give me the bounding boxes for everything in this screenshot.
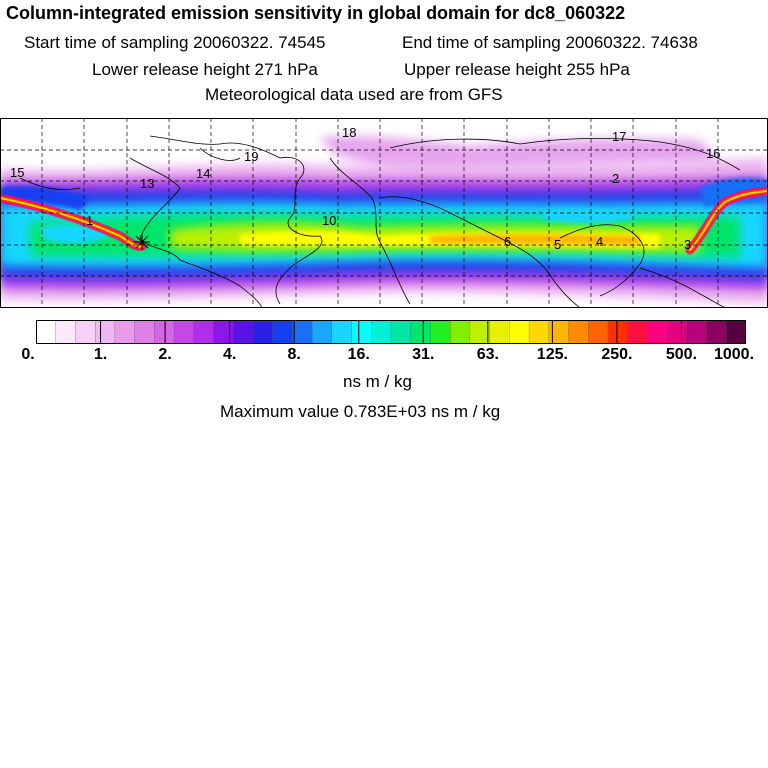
colorbar-cell [95, 320, 116, 344]
traj-label: 14 [196, 166, 210, 181]
colorbar-frame [36, 320, 746, 344]
colorbar-cell [233, 320, 254, 344]
colorbar-cell [528, 320, 550, 344]
colorbar-cell [430, 320, 451, 344]
colorbar-cell [75, 320, 96, 344]
colorbar-cell [292, 320, 313, 344]
traj-label: 2 [612, 171, 619, 186]
coastlines [19, 135, 741, 308]
colorbar-cell [489, 320, 510, 344]
colorbar-tick-label: 0. [21, 346, 35, 363]
traj-label: 15 [10, 165, 24, 180]
colorbar-cell [36, 320, 57, 344]
colorbar-cell [469, 320, 491, 344]
colorbar-tick-label: 500. [665, 346, 698, 363]
colorbar-cell [134, 320, 155, 344]
colorbar-cell [173, 320, 195, 344]
plot-title: Column-integrated emission sensitivity i… [6, 3, 626, 23]
traj-label: 3 [684, 237, 691, 252]
colorbar-tick-label: 2. [158, 346, 172, 363]
met-data-label: Meteorological data used are from GFS [205, 85, 503, 104]
colorbar-cell [351, 320, 372, 344]
traj-label: 13 [140, 176, 154, 191]
colorbar-tick-label: 250. [601, 346, 633, 363]
colorbar-tick-label: 1000. [713, 346, 755, 363]
colorbar-cell [390, 320, 412, 344]
colorbar-cell [55, 320, 76, 344]
colorbar-cell [548, 320, 570, 344]
colorbar-tick-label: 125. [536, 346, 568, 363]
release-location-marker [134, 234, 150, 250]
traj-label: 16 [706, 146, 720, 161]
colorbar-cell [252, 320, 274, 344]
colorbar-cell [450, 320, 471, 344]
traj-label: 18 [342, 125, 356, 140]
trajectory-labels: 18 17 16 19 15 14 13 1 10 6 5 4 3 2 [10, 125, 720, 252]
traj-label: 4 [596, 234, 603, 249]
colorbar-cell [686, 320, 708, 344]
colorbar-cell [607, 320, 629, 344]
colorbar-cell [666, 320, 688, 344]
colorbar-cell [371, 320, 392, 344]
upper-release-label: Upper release height 255 hPa [404, 60, 630, 79]
traj-label: 6 [504, 234, 511, 249]
end-time-label: End time of sampling 20060322. 74638 [402, 33, 698, 52]
colorbar-tick-label: 31. [412, 346, 435, 363]
colorbar-cell [410, 320, 431, 344]
colorbar-cell [588, 320, 609, 344]
units-label: ns m / kg [343, 372, 412, 391]
colorbar-cell [193, 320, 215, 344]
colorbar-tick-label: 8. [287, 346, 301, 363]
colorbar-tick-label: 63. [476, 346, 499, 363]
colorbar [36, 320, 746, 344]
colorbar-cell [509, 320, 530, 344]
colorbar-cell [154, 320, 175, 344]
colorbar-cell [627, 320, 648, 344]
max-value-label: Maximum value 0.783E+03 ns m / kg [220, 402, 501, 421]
colorbar-tick-label: 4. [222, 346, 237, 363]
colorbar-cell [647, 320, 668, 344]
traj-label: 10 [322, 213, 336, 228]
colorbar-cells [36, 320, 746, 344]
colorbar-cell [568, 320, 589, 344]
colorbar-cell [114, 320, 136, 344]
colorbar-tick-label: 1. [93, 346, 108, 363]
emission-sensitivity-map: 18 17 16 19 15 14 13 1 10 6 5 4 3 2 [0, 118, 768, 308]
start-time-label: Start time of sampling 20060322. 74545 [24, 33, 326, 52]
colorbar-cell [272, 320, 293, 344]
colorbar-cell [726, 320, 746, 344]
lat-lon-grid [0, 118, 768, 308]
traj-label: 5 [554, 237, 561, 252]
colorbar-cell [706, 320, 727, 344]
colorbar-major-dividers [100, 320, 682, 344]
colorbar-cell [311, 320, 333, 344]
colorbar-cell [331, 320, 353, 344]
colorbar-cell [213, 320, 234, 344]
traj-label: 1 [86, 213, 93, 228]
colorbar-tick-label: 16. [347, 346, 370, 363]
lower-release-label: Lower release height 271 hPa [92, 60, 318, 79]
traj-label: 17 [612, 129, 626, 144]
traj-label: 19 [244, 149, 258, 164]
